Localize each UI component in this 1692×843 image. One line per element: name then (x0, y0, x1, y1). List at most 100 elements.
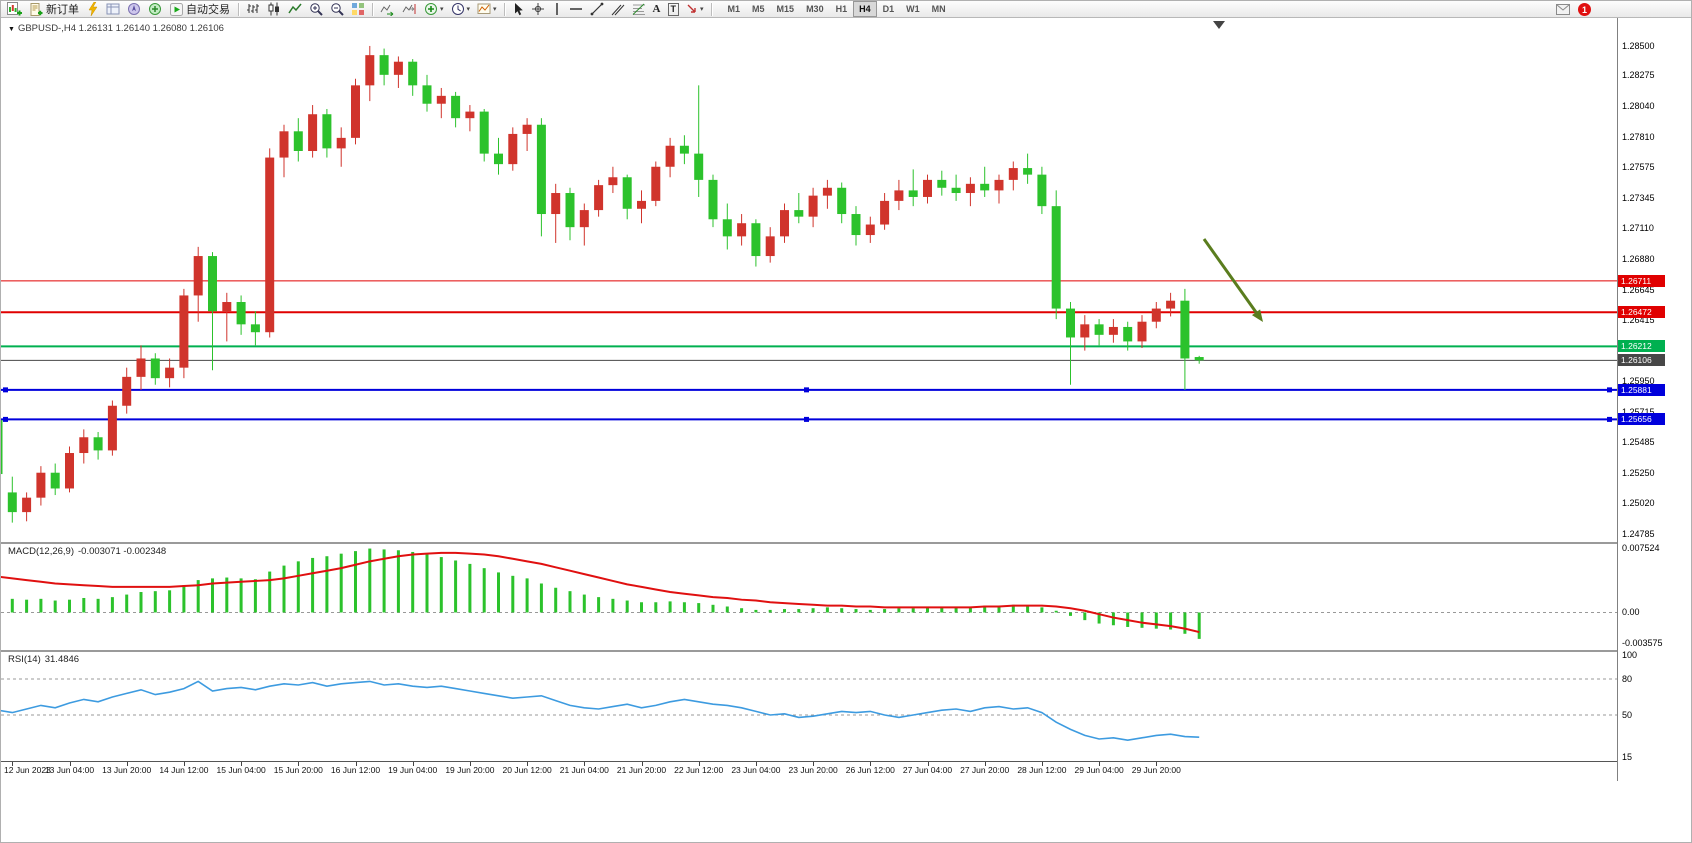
indicators-icon[interactable] (421, 1, 447, 17)
horizontal-line-tool-icon[interactable] (566, 1, 586, 17)
panel-separator[interactable] (1, 542, 1617, 544)
price-axis-label: 1.27110 (1622, 223, 1654, 234)
cursor-icon[interactable] (509, 1, 527, 17)
new-chart-icon[interactable] (4, 1, 25, 17)
panel-separator[interactable] (1, 650, 1617, 652)
timeframe-button-w1[interactable]: W1 (900, 1, 926, 17)
time-axis-label: 13 Jun 04:00 (44, 765, 95, 775)
line-handle[interactable] (804, 416, 809, 422)
periods-icon[interactable] (448, 1, 474, 17)
arrow-annotation[interactable] (1202, 238, 1258, 314)
autotrading-button[interactable]: 自动交易 (166, 1, 234, 17)
macd-bar (568, 591, 572, 613)
macd-bar (768, 609, 772, 613)
line-handle[interactable] (1607, 387, 1612, 393)
market-watch-icon[interactable] (103, 1, 123, 17)
timeframe-group: M1 M5 M15 M30 H1 H4 D1 W1 MN (722, 1, 952, 17)
time-axis-label: 19 Jun 04:00 (388, 765, 438, 775)
candle (679, 135, 689, 165)
time-axis-label: 21 Jun 04:00 (559, 765, 609, 775)
macd-bar (253, 579, 257, 613)
candle (937, 170, 947, 196)
toolbar-separator (503, 2, 505, 16)
bar-chart-icon[interactable] (243, 1, 263, 17)
mail-icon[interactable] (1553, 2, 1573, 18)
time-axis-tick (584, 762, 586, 766)
candle (408, 59, 418, 96)
macd-label: MACD(12,26,9) -0.003071 -0.002348 (8, 546, 167, 557)
macd-bar (497, 572, 500, 613)
timeframe-button-m15[interactable]: M15 (771, 1, 801, 17)
text-tool-icon[interactable]: A (652, 3, 661, 15)
zoom-in-icon[interactable] (306, 1, 326, 17)
time-axis-tick (412, 762, 414, 766)
time-axis-tick (1099, 762, 1101, 766)
candle (579, 203, 589, 246)
arrows-tool-icon[interactable] (683, 1, 707, 17)
macd-bar (754, 609, 758, 613)
candle (308, 105, 318, 158)
candle (565, 187, 575, 241)
line-handle[interactable] (3, 387, 8, 393)
candle (208, 252, 217, 371)
candle (765, 227, 775, 263)
crosshair-icon[interactable] (528, 1, 548, 17)
candle (236, 295, 246, 335)
new-order-label: 新订单 (46, 4, 79, 16)
line-handle[interactable] (3, 416, 8, 422)
vertical-line-tool-icon[interactable] (549, 1, 565, 17)
candle (1180, 288, 1190, 390)
line-chart-icon[interactable] (285, 1, 305, 17)
terminal-icon[interactable] (145, 1, 165, 17)
line-handle[interactable] (804, 387, 809, 393)
zoom-out-icon[interactable] (327, 1, 347, 17)
notification-badge[interactable]: 1 (1578, 3, 1591, 16)
time-axis-label: 27 Jun 20:00 (960, 765, 1010, 775)
macd-bar (125, 594, 129, 613)
candle (293, 118, 303, 162)
line-handle[interactable] (1607, 416, 1612, 422)
candle (265, 148, 275, 338)
rsi-axis-label: 100 (1622, 650, 1638, 660)
timeframe-button-m5[interactable]: M5 (746, 1, 771, 17)
macd-bar (825, 607, 829, 613)
price-badge-1.25881: 1.25881 (1618, 383, 1665, 396)
timeframe-button-d1[interactable]: D1 (877, 1, 901, 17)
timeframe-button-h1[interactable]: H1 (830, 1, 854, 17)
trendline-tool-icon[interactable] (587, 1, 607, 17)
macd-axis-label: 0.00 (1622, 607, 1640, 618)
macd-bar (868, 609, 872, 613)
tile-windows-icon[interactable] (348, 1, 368, 17)
timeframe-button-mn[interactable]: MN (926, 1, 952, 17)
candle (36, 466, 46, 506)
arrow-annotation-head[interactable] (1251, 309, 1263, 322)
candle (65, 446, 74, 493)
time-axis-label: 29 Jun 20:00 (1131, 765, 1181, 775)
chart-shift-marker-icon[interactable] (1213, 21, 1225, 29)
macd-bar (640, 602, 643, 613)
templates-icon[interactable] (474, 1, 500, 17)
timeframe-button-h4[interactable]: H4 (853, 1, 877, 17)
channel-tool-icon[interactable] (608, 1, 628, 17)
navigator-icon[interactable] (124, 1, 144, 17)
candle (822, 179, 832, 209)
macd-bar (468, 563, 472, 613)
candle (365, 45, 375, 102)
macd-bar (10, 598, 14, 613)
macd-bar (911, 608, 915, 613)
candlestick-chart-icon[interactable] (264, 1, 284, 17)
new-order-button[interactable]: 新订单 (26, 1, 83, 17)
macd-bar (354, 551, 357, 613)
chart-shift-icon[interactable] (399, 1, 420, 17)
new-order-icon (30, 2, 43, 16)
lightning-icon[interactable] (84, 1, 102, 17)
timeframe-button-m1[interactable]: M1 (722, 1, 747, 17)
timeframe-button-m30[interactable]: M30 (800, 1, 830, 17)
auto-scroll-icon[interactable] (377, 1, 398, 17)
fibonacci-tool-icon[interactable] (629, 1, 649, 17)
candle (737, 214, 747, 246)
text-label-tool-icon[interactable]: T (665, 1, 683, 17)
macd-bar (711, 604, 715, 613)
macd-bar (654, 602, 658, 613)
symbol-dropdown-icon[interactable] (8, 23, 18, 34)
